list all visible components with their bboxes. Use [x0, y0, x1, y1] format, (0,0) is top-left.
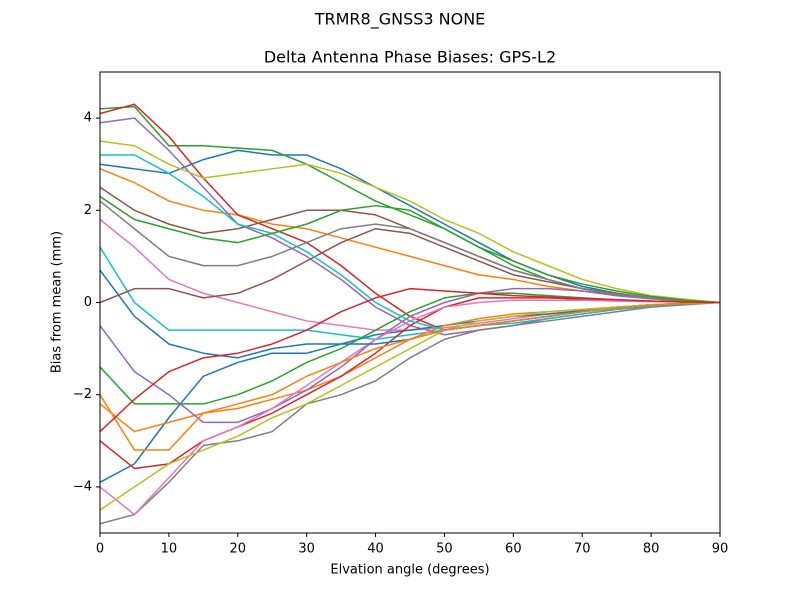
series-line	[99, 287, 721, 424]
series-line	[99, 301, 721, 525]
x-tick-label: 60	[505, 542, 522, 557]
y-axis-label: Bias from mean (mm)	[50, 231, 65, 373]
series-line	[99, 200, 721, 304]
x-tick-label: 90	[712, 542, 729, 557]
x-tick-label: 0	[96, 542, 104, 557]
series-line	[100, 154, 721, 331]
suptitle: TRMR8_GNSS3 NONE	[314, 10, 486, 30]
series-line	[99, 301, 721, 451]
x-tick-label: 30	[298, 542, 315, 557]
x-tick-label: 10	[161, 542, 178, 557]
series-line	[99, 195, 721, 304]
x-tick-label: 20	[230, 542, 247, 557]
x-tick-label: 40	[367, 542, 384, 557]
series-line	[99, 227, 721, 304]
x-tick-label: 70	[574, 542, 591, 557]
y-tick-label: 0	[84, 295, 92, 310]
y-tick-label: 2	[84, 203, 92, 218]
y-tick-label: 4	[84, 111, 92, 126]
x-axis-label: Elvation angle (degrees)	[330, 563, 489, 578]
y-tick-label: −2	[73, 387, 92, 402]
chart-title: Delta Antenna Phase Biases: GPS-L2	[264, 48, 556, 67]
series-line	[99, 287, 721, 433]
plot-frame	[99, 71, 721, 534]
x-tick-label: 80	[643, 542, 660, 557]
y-tick-label: −4	[73, 479, 92, 494]
series-line	[99, 140, 721, 304]
x-tick-label: 50	[436, 542, 453, 557]
series-line	[99, 301, 721, 511]
